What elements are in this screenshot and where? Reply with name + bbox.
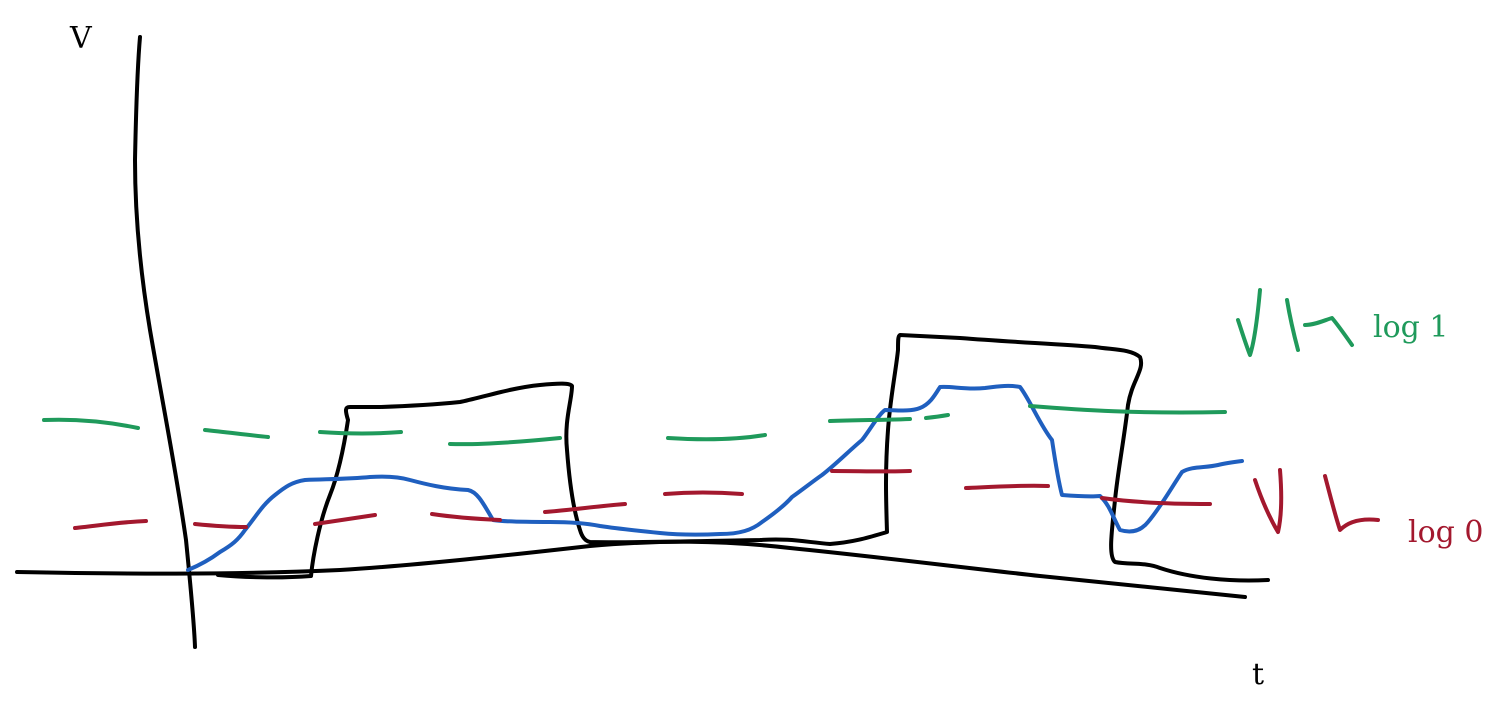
ideal-square-wave [216, 333, 1270, 583]
low-check-marks [1253, 468, 1380, 534]
high-check-marks [1236, 288, 1354, 357]
low-threshold-label: log 0 [1408, 515, 1484, 550]
high-threshold-line [42, 404, 1227, 447]
x-axis [15, 539, 1247, 599]
low-threshold-line [73, 469, 1212, 530]
high-threshold-label: log 1 [1373, 310, 1449, 345]
x-axis-label: t [1252, 657, 1265, 692]
y-axis-label: V [70, 21, 92, 56]
y-axis [133, 35, 197, 649]
